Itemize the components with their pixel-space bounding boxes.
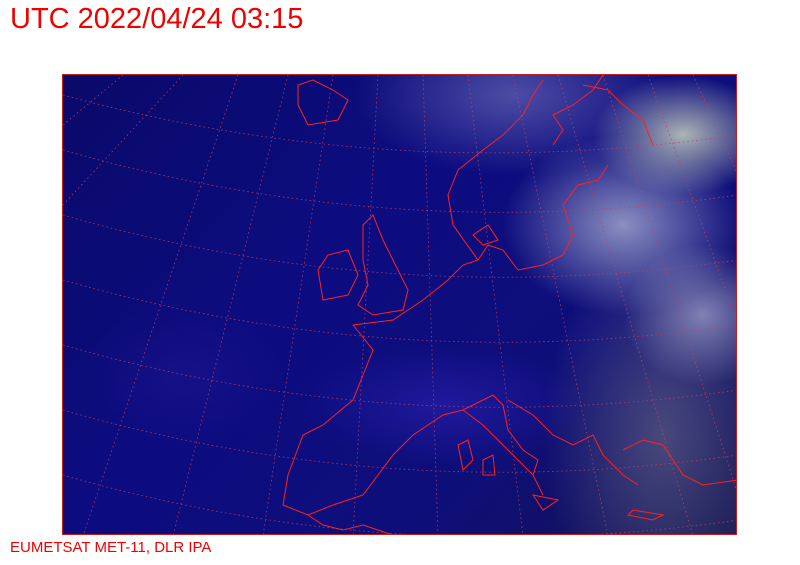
timestamp-title: UTC 2022/04/24 03:15 xyxy=(10,3,304,35)
satellite-map xyxy=(62,74,737,535)
coastlines xyxy=(282,75,736,534)
image-credit: EUMETSAT MET-11, DLR IPA xyxy=(10,539,212,556)
lat-lon-grid xyxy=(63,75,736,534)
map-overlay xyxy=(63,75,736,534)
